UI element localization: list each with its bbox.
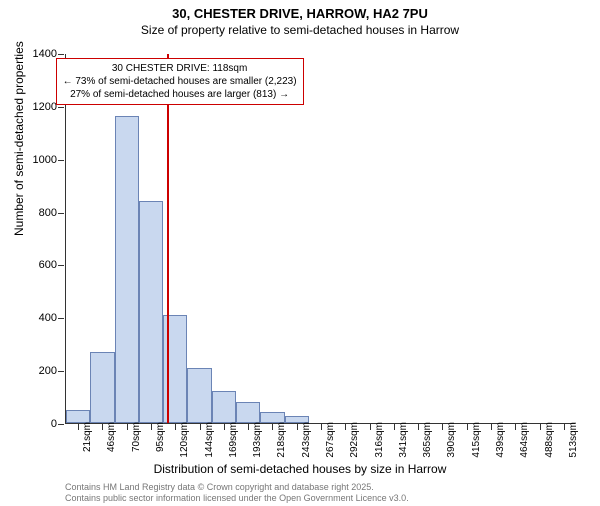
y-tick: [58, 54, 64, 55]
annotation-line2: ← 73% of semi-detached houses are smalle…: [63, 75, 297, 88]
x-tick: [297, 424, 298, 430]
x-tick: [272, 424, 273, 430]
credits: Contains HM Land Registry data © Crown c…: [65, 482, 409, 504]
chart-subtitle: Size of property relative to semi-detach…: [0, 23, 600, 37]
x-tick: [370, 424, 371, 430]
plot-area: 020040060080010001200140021sqm46sqm70sqm…: [65, 54, 575, 424]
x-tick-label: 95sqm: [155, 422, 166, 452]
x-tick: [224, 424, 225, 430]
x-tick: [467, 424, 468, 430]
x-tick-label: 415sqm: [471, 422, 482, 458]
x-tick-label: 169sqm: [228, 422, 239, 458]
y-tick: [58, 160, 64, 161]
x-tick: [515, 424, 516, 430]
histogram-bar: [115, 116, 139, 423]
histogram-bar: [139, 201, 163, 423]
x-tick: [127, 424, 128, 430]
x-tick: [394, 424, 395, 430]
x-tick-label: 341sqm: [398, 422, 409, 458]
x-tick-label: 439sqm: [495, 422, 506, 458]
x-tick: [78, 424, 79, 430]
y-tick-label: 1200: [17, 101, 57, 113]
x-tick-label: 243sqm: [301, 422, 312, 458]
x-tick: [200, 424, 201, 430]
y-tick-label: 1400: [17, 48, 57, 60]
y-tick: [58, 107, 64, 108]
x-tick: [564, 424, 565, 430]
x-tick-label: 218sqm: [276, 422, 287, 458]
y-tick: [58, 318, 64, 319]
histogram-bar: [90, 352, 114, 423]
x-tick-label: 70sqm: [131, 422, 142, 452]
x-tick-label: 193sqm: [252, 422, 263, 458]
x-tick: [102, 424, 103, 430]
x-axis-title: Distribution of semi-detached houses by …: [0, 462, 600, 476]
x-tick-label: 144sqm: [204, 422, 215, 458]
x-tick-label: 316sqm: [374, 422, 385, 458]
x-tick: [248, 424, 249, 430]
histogram-bar: [212, 391, 236, 423]
annotation-line3: 27% of semi-detached houses are larger (…: [63, 88, 297, 101]
x-tick-label: 21sqm: [82, 422, 93, 452]
x-tick-label: 488sqm: [544, 422, 555, 458]
x-tick-label: 390sqm: [446, 422, 457, 458]
x-tick: [175, 424, 176, 430]
y-tick: [58, 424, 64, 425]
credit-line2: Contains public sector information licen…: [65, 493, 409, 504]
chart-container: 30, CHESTER DRIVE, HARROW, HA2 7PU Size …: [0, 6, 600, 506]
x-tick: [442, 424, 443, 430]
annotation-box: 30 CHESTER DRIVE: 118sqm ← 73% of semi-d…: [56, 58, 304, 105]
histogram-bar: [187, 368, 211, 424]
chart-title: 30, CHESTER DRIVE, HARROW, HA2 7PU: [0, 6, 600, 21]
x-tick: [345, 424, 346, 430]
x-tick: [321, 424, 322, 430]
x-tick-label: 464sqm: [519, 422, 530, 458]
x-tick: [418, 424, 419, 430]
y-tick: [58, 371, 64, 372]
histogram-bar: [236, 402, 260, 423]
x-tick-label: 365sqm: [422, 422, 433, 458]
x-tick-label: 292sqm: [349, 422, 360, 458]
x-tick-label: 46sqm: [106, 422, 117, 452]
plot: 020040060080010001200140021sqm46sqm70sqm…: [65, 54, 575, 424]
annotation-line1: 30 CHESTER DRIVE: 118sqm: [63, 62, 297, 75]
y-tick: [58, 213, 64, 214]
x-tick-label: 513sqm: [568, 422, 579, 458]
reference-line: [167, 54, 169, 423]
y-tick-label: 200: [17, 365, 57, 377]
y-tick-label: 800: [17, 207, 57, 219]
y-tick-label: 400: [17, 312, 57, 324]
y-tick-label: 0: [17, 418, 57, 430]
x-tick-label: 120sqm: [179, 422, 190, 458]
y-tick: [58, 265, 64, 266]
credit-line1: Contains HM Land Registry data © Crown c…: [65, 482, 409, 493]
x-tick: [540, 424, 541, 430]
y-tick-label: 1000: [17, 154, 57, 166]
y-tick-label: 600: [17, 259, 57, 271]
x-tick: [151, 424, 152, 430]
x-tick: [491, 424, 492, 430]
x-tick-label: 267sqm: [325, 422, 336, 458]
